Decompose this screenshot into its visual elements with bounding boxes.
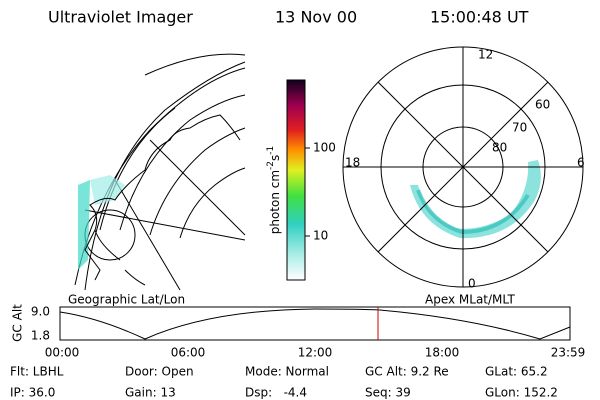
footer-field: Flt: LBHL [10,365,64,379]
polar-label: Apex MLat/MLT [425,293,515,307]
timeline-xtick: 18:00 [425,346,460,360]
timeline-frame [59,306,571,341]
mlt-label: 18 [345,156,360,170]
footer-field: GC Alt: 9.2 Re [365,365,449,379]
footer: Flt: LBHL Door: Open Mode: Normal GC Alt: 9… [10,365,558,400]
time: 15:00:48 UT [430,8,529,27]
timeline-xtick: 12:00 [298,346,333,360]
timeline-xtick: 00:00 [45,346,80,360]
colorbar-tick-label: 100 [313,141,336,155]
map-label: Geographic Lat/Lon [68,293,185,307]
footer-field: GLat: 65.2 [485,365,548,379]
mlat-label: 60 [535,98,550,112]
mlat-label: 70 [512,121,527,135]
title: Ultraviolet Imager [48,8,193,27]
timeline-xtick: 06:00 [171,346,206,360]
footer-field: IP: 36.0 [10,386,55,400]
timeline-ytick: 9.0 [31,305,50,319]
mlat-label: 80 [492,141,507,155]
altitude-curve [59,308,571,340]
footer-field: Dsp: -4.4 [245,386,307,400]
footer-field: GLon: 152.2 [485,386,558,400]
mlt-label: 0 [468,277,476,291]
date: 13 Nov 00 [275,8,357,27]
colorbar-tick-label: 10 [313,229,328,243]
mlt-label: 12 [478,48,493,62]
unit: photon cm [268,170,282,234]
polar-plot [342,46,584,288]
timeline-axis-label: GC Alt [11,304,25,342]
unit: s [268,155,282,161]
timeline-ytick: 1.8 [31,329,50,343]
footer-field: Gain: 13 [125,386,176,400]
footer-field: Mode: Normal [245,365,329,379]
unit-exp: -1 [266,146,276,155]
footer-field: Door: Open [125,365,194,379]
colorbar [286,79,306,281]
colorbar-label: photon cm-2s-1 [266,146,282,235]
geographic-map [74,53,246,291]
footer-field: Seq: 39 [365,386,411,400]
unit-exp: -2 [266,161,276,170]
timeline-xtick: 23:59 [551,346,586,360]
mlt-label: 6 [577,156,585,170]
